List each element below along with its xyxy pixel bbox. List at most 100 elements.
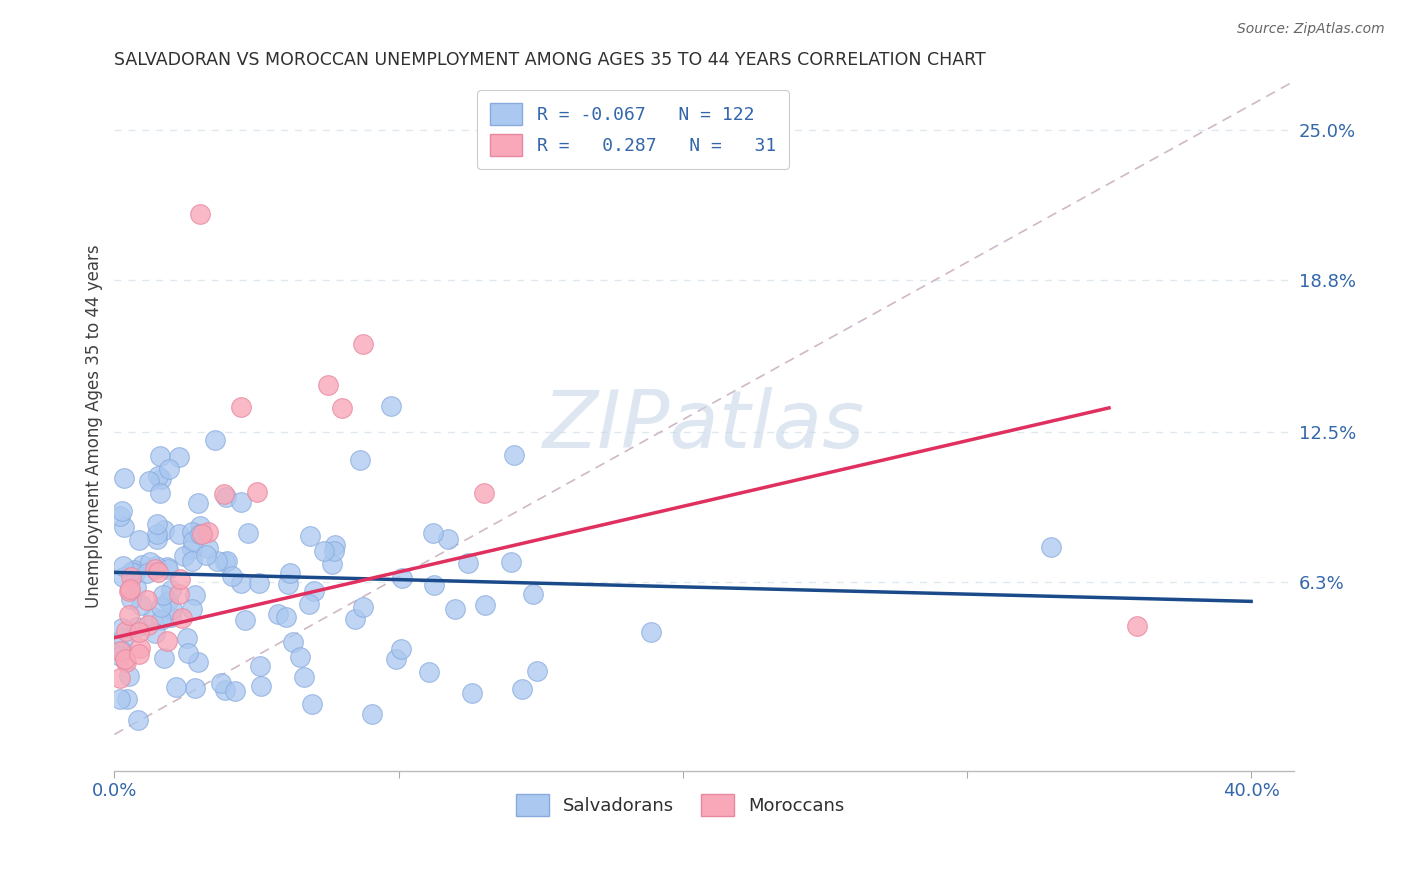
Point [170, 611, 193, 625]
Point [177, 646, 200, 660]
Legend: Salvadorans, Moroccans: Salvadorans, Moroccans [509, 788, 852, 823]
Point [215, 554, 238, 568]
Point [181, 602, 204, 616]
Point [112, 471, 135, 485]
Point [233, 613, 256, 627]
Point [195, 548, 218, 562]
Point [114, 651, 136, 665]
Point [125, 580, 148, 594]
Point [247, 575, 270, 590]
Point [173, 549, 195, 563]
Point [120, 582, 142, 596]
Point [142, 609, 165, 624]
Point [221, 569, 243, 583]
Point [352, 599, 374, 614]
Point [127, 713, 149, 727]
Point [149, 449, 172, 463]
Point [474, 598, 496, 612]
Point [143, 626, 166, 640]
Point [125, 620, 148, 634]
Point [389, 642, 412, 657]
Point [111, 558, 134, 573]
Point [197, 524, 219, 539]
Point [136, 618, 159, 632]
Point [176, 631, 198, 645]
Point [444, 602, 467, 616]
Point [129, 598, 152, 612]
Point [120, 570, 142, 584]
Point [150, 472, 173, 486]
Point [129, 640, 152, 655]
Point [214, 556, 236, 570]
Point [292, 670, 315, 684]
Point [472, 485, 495, 500]
Point [115, 624, 138, 639]
Point [184, 681, 207, 696]
Point [108, 692, 131, 706]
Point [229, 576, 252, 591]
Point [184, 588, 207, 602]
Point [146, 526, 169, 541]
Text: Source: ZipAtlas.com: Source: ZipAtlas.com [1237, 22, 1385, 37]
Point [344, 612, 367, 626]
Point [152, 588, 174, 602]
Point [277, 577, 299, 591]
Text: SALVADORAN VS MOROCCAN UNEMPLOYMENT AMONG AGES 35 TO 44 YEARS CORRELATION CHART: SALVADORAN VS MOROCCAN UNEMPLOYMENT AMON… [114, 51, 986, 69]
Point [108, 644, 131, 658]
Point [316, 377, 339, 392]
Point [165, 680, 187, 694]
Point [391, 572, 413, 586]
Point [108, 509, 131, 524]
Point [146, 469, 169, 483]
Point [352, 336, 374, 351]
Point [246, 484, 269, 499]
Point [302, 584, 325, 599]
Point [250, 679, 273, 693]
Point [115, 656, 138, 670]
Point [110, 644, 132, 658]
Point [278, 566, 301, 581]
Point [180, 524, 202, 539]
Point [160, 602, 183, 616]
Point [229, 495, 252, 509]
Point [215, 490, 238, 504]
Point [156, 559, 179, 574]
Point [360, 707, 382, 722]
Point [231, 401, 253, 415]
Point [437, 533, 460, 547]
Point [118, 584, 141, 599]
Point [288, 650, 311, 665]
Point [236, 526, 259, 541]
Point [169, 587, 191, 601]
Point [188, 527, 211, 541]
Point [181, 554, 204, 568]
Point [321, 557, 343, 571]
Point [460, 686, 482, 700]
Point [145, 532, 167, 546]
Point [138, 474, 160, 488]
Point [384, 652, 406, 666]
Point [156, 634, 179, 648]
Point [112, 570, 135, 584]
Point [209, 676, 232, 690]
Point [139, 555, 162, 569]
Point [322, 544, 344, 558]
Point [108, 671, 131, 685]
Point [323, 538, 346, 552]
Point [181, 541, 204, 556]
Point [128, 533, 150, 548]
Point [117, 692, 139, 706]
Point [418, 665, 440, 679]
Point [108, 648, 131, 663]
Point [112, 520, 135, 534]
Point [204, 433, 226, 447]
Point [298, 597, 321, 611]
Point [214, 683, 236, 698]
Point [499, 555, 522, 569]
Point [149, 613, 172, 627]
Point [128, 625, 150, 640]
Point [349, 452, 371, 467]
Point [187, 655, 209, 669]
Point [274, 609, 297, 624]
Point [152, 651, 174, 665]
